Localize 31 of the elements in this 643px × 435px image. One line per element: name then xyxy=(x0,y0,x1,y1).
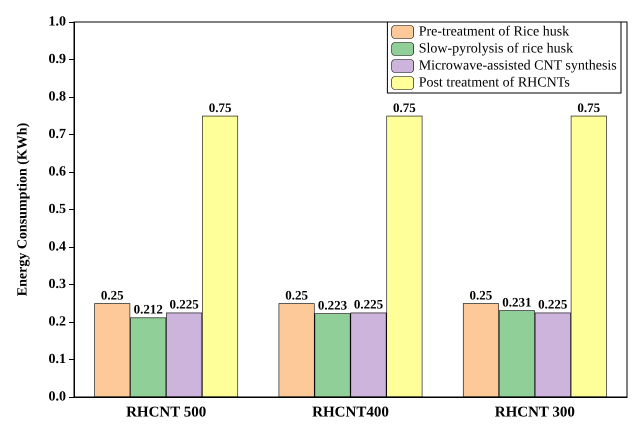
data-label: 0.231 xyxy=(502,294,532,310)
y-tick-label: 0.6 xyxy=(48,164,66,180)
data-label: 0.225 xyxy=(538,296,568,312)
data-label: 0.212 xyxy=(134,302,163,316)
x-tick-label: RHCNT400 xyxy=(312,404,389,420)
x-tick-label: RHCNT 500 xyxy=(126,404,206,420)
data-label: 0.25 xyxy=(100,287,124,302)
y-tick-label: 0.7 xyxy=(48,127,66,142)
data-label: 0.25 xyxy=(285,287,308,302)
data-label: 0.25 xyxy=(470,287,493,302)
data-label: 0.225 xyxy=(354,296,384,312)
y-tick-label: 0.0 xyxy=(48,390,66,404)
y-tick-label: 0.5 xyxy=(48,202,66,217)
data-label: 0.223 xyxy=(318,297,348,312)
y-tick-label: 0.1 xyxy=(48,352,66,367)
legend-label: Pre-treatment of Rice husk xyxy=(418,24,570,40)
y-tick-label: 0.8 xyxy=(48,90,66,104)
data-label: 0.75 xyxy=(393,100,416,115)
y-tick-label: 0.3 xyxy=(48,277,66,292)
legend-label: Slow-pyrolysis of rice husk xyxy=(418,42,574,56)
data-label: 0.75 xyxy=(577,100,601,115)
y-axis-title: Energy Consumption (KWh) xyxy=(16,122,30,296)
y-tick-label: 0.2 xyxy=(48,314,66,330)
y-tick-label: 0.4 xyxy=(48,240,66,254)
data-label: 0.225 xyxy=(170,296,200,312)
legend-label: Microwave-assisted CNT synthesis xyxy=(418,58,617,74)
x-tick-label: RHCNT 300 xyxy=(494,404,575,420)
y-tick-label: 0.9 xyxy=(48,52,66,67)
y-tick-label: 1.0 xyxy=(48,14,66,30)
legend-label: Post treatment of RHCNTs xyxy=(418,76,570,90)
data-label: 0.75 xyxy=(208,100,232,115)
